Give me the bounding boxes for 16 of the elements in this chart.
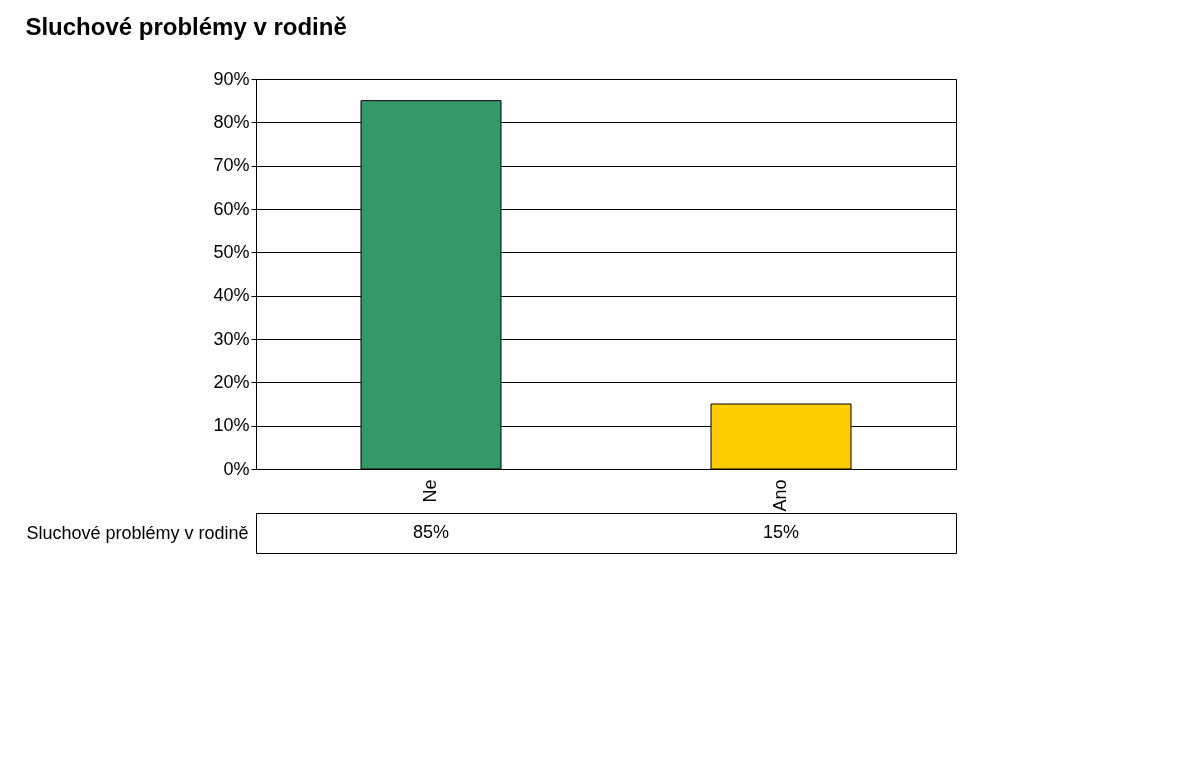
data-label: 85% (412, 522, 450, 542)
y-tick-label: 30% (213, 328, 250, 349)
y-tick-label: 80% (213, 111, 250, 132)
y-tick-label: 0% (223, 458, 250, 479)
data-label: 15% (762, 522, 800, 542)
x-tick-label: Ano (770, 479, 790, 512)
chart-title: Sluchové problémy v rodině (25, 12, 347, 40)
y-tick-label: 90% (213, 68, 250, 89)
y-tick-label: 10% (213, 415, 250, 436)
y-tick-label: 40% (213, 285, 250, 306)
text: Sluchové problémy v rodině (26, 522, 249, 543)
y-tick-label: 60% (213, 198, 250, 219)
x-tick-label: Ne (420, 479, 440, 503)
y-tick-label: 50% (213, 241, 250, 262)
y-tick-label: 70% (213, 155, 250, 176)
y-tick-label: 20% (213, 371, 250, 392)
